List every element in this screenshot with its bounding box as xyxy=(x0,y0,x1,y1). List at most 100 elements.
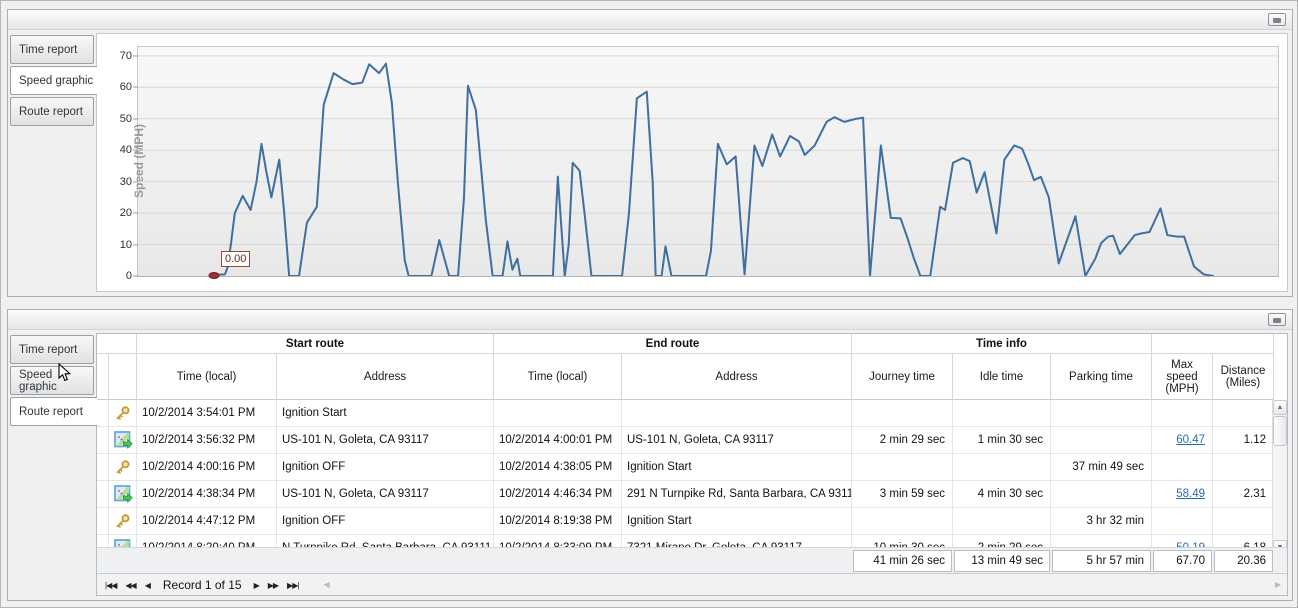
maximize-icon[interactable] xyxy=(1268,13,1286,26)
parking-time-cell xyxy=(1051,400,1152,427)
y-tick-label: 10 xyxy=(119,238,132,251)
bottom-tabstrip: Time report Speed graphic Route report xyxy=(8,331,97,600)
y-tick-mark xyxy=(133,212,138,214)
column-header-time-local-[interactable]: Time (local) xyxy=(494,354,622,400)
nav-first-icon[interactable]: |◀◀ xyxy=(105,580,117,590)
row-indicator xyxy=(97,481,109,508)
end-time-cell: 10/2/2014 4:38:05 PM xyxy=(494,454,622,481)
y-tick-mark xyxy=(133,275,138,277)
summary-value: 67.70 xyxy=(1153,550,1212,572)
journey-time-cell: 3 min 59 sec xyxy=(852,481,953,508)
row-indicator xyxy=(97,400,109,427)
tab-route-report[interactable]: Route report xyxy=(10,97,94,126)
start-address-cell: Ignition Start xyxy=(277,400,494,427)
hscroll-right-icon[interactable]: ▶ xyxy=(1274,580,1281,589)
table-row[interactable]: 10/2/2014 3:54:01 PM Ignition Start xyxy=(97,400,1272,427)
idle-time-cell xyxy=(953,508,1051,535)
grid-summary-row: 41 min 26 sec 13 min 49 sec 5 hr 57 min 67.… xyxy=(97,547,1287,573)
band-header-start-route: Start route xyxy=(137,334,494,354)
max-speed-cell xyxy=(1152,454,1213,481)
summary-empty xyxy=(109,548,137,574)
start-address-cell: US-101 N, Goleta, CA 93117 xyxy=(277,481,494,508)
tab-route-report[interactable]: Route report xyxy=(10,397,97,426)
parking-time-cell xyxy=(1051,535,1152,555)
end-time-cell: 10/2/2014 8:19:38 PM xyxy=(494,508,622,535)
band-header-time-info: Time info xyxy=(852,334,1152,354)
table-row[interactable]: 10/2/2014 4:00:16 PM Ignition OFF 10/2/201… xyxy=(97,454,1272,481)
parking-time-cell xyxy=(1051,481,1152,508)
scrollbar-thumb[interactable] xyxy=(1273,416,1287,446)
column-header-address[interactable]: Address xyxy=(622,354,852,400)
y-tick-mark xyxy=(133,244,138,246)
y-tick-label: 30 xyxy=(119,175,132,188)
column-header-idle-time[interactable]: Idle time xyxy=(953,354,1051,400)
start-address-cell: Ignition OFF xyxy=(277,508,494,535)
distance-cell xyxy=(1213,508,1272,535)
tab-speed-graphic[interactable]: Speed graphic xyxy=(10,66,97,95)
maximize-icon[interactable] xyxy=(1268,313,1286,326)
column-header-max-speed-mph-[interactable]: Max speed (MPH) xyxy=(1152,354,1213,400)
row-indicator xyxy=(97,454,109,481)
idle-time-cell xyxy=(953,400,1051,427)
table-row[interactable]: 10/2/2014 4:47:12 PM Ignition OFF 10/2/201… xyxy=(97,508,1272,535)
nav-prev-icon[interactable]: ◀ xyxy=(144,580,151,590)
journey-time-cell xyxy=(852,454,953,481)
nav-last-icon[interactable]: ▶▶| xyxy=(287,580,299,590)
max-speed-link[interactable]: 58.49 xyxy=(1176,488,1205,500)
column-header-address[interactable]: Address xyxy=(277,354,494,400)
record-counter: Record 1 of 15 xyxy=(162,577,242,592)
parking-time-cell: 3 hr 32 min xyxy=(1051,508,1152,535)
end-time-cell xyxy=(494,400,622,427)
distance-cell xyxy=(1213,400,1272,427)
idle-time-cell: 4 min 30 sec xyxy=(953,481,1051,508)
summary-value: 13 min 49 sec xyxy=(954,550,1050,572)
hscroll-left-icon[interactable]: ◀ xyxy=(323,580,330,589)
summary-value: 20.36 xyxy=(1214,550,1273,572)
nav-next-page-icon[interactable]: ▶▶ xyxy=(267,580,279,590)
journey-time-cell xyxy=(852,508,953,535)
y-tick-mark xyxy=(133,149,138,151)
table-row[interactable]: 10/2/2014 4:38:34 PM US-101 N, Goleta, CA… xyxy=(97,481,1272,508)
tab-speed-graphic[interactable]: Speed graphic xyxy=(10,366,94,395)
column-header-time-local-[interactable]: Time (local) xyxy=(137,354,277,400)
tab-time-report[interactable]: Time report xyxy=(10,35,94,64)
column-header-distance-miles-[interactable]: Distance (Miles) xyxy=(1213,354,1274,400)
column-header-parking-time[interactable]: Parking time xyxy=(1051,354,1152,400)
panel-bottom-caption xyxy=(8,310,1292,330)
row-indicator xyxy=(97,535,109,555)
y-tick-label: 50 xyxy=(119,112,132,125)
start-time-cell: 10/2/2014 4:00:16 PM xyxy=(137,454,277,481)
row-indicator xyxy=(97,427,109,454)
table-row[interactable]: 10/2/2014 3:56:32 PM US-101 N, Goleta, CA… xyxy=(97,427,1272,454)
scroll-up-icon[interactable]: ▲ xyxy=(1273,400,1287,415)
max-speed-cell: 58.49 xyxy=(1152,481,1213,508)
end-address-cell: Ignition Start xyxy=(622,454,852,481)
route-map-icon xyxy=(109,481,137,508)
vertical-scrollbar[interactable]: ▲ ▼ xyxy=(1272,400,1287,555)
route-report-grid: Start route End route Time info Time (loca… xyxy=(96,333,1288,596)
ignition-key-icon xyxy=(109,508,137,535)
end-time-cell: 10/2/2014 4:00:01 PM xyxy=(494,427,622,454)
summary-empty xyxy=(494,548,622,574)
summary-empty xyxy=(97,548,109,574)
ignition-key-icon xyxy=(109,400,137,427)
summary-value: 41 min 26 sec xyxy=(853,550,952,572)
max-speed-link[interactable]: 60.47 xyxy=(1176,434,1205,446)
idle-time-cell xyxy=(953,454,1051,481)
max-speed-cell xyxy=(1152,508,1213,535)
summary-empty xyxy=(277,548,494,574)
end-address-cell: 291 N Turnpike Rd, Santa Barbara, CA 931… xyxy=(622,481,852,508)
end-time-cell: 10/2/2014 4:46:34 PM xyxy=(494,481,622,508)
column-header-empty xyxy=(97,354,109,400)
start-time-cell: 10/2/2014 4:38:34 PM xyxy=(137,481,277,508)
ignition-key-icon xyxy=(109,454,137,481)
tab-time-report[interactable]: Time report xyxy=(10,335,94,364)
nav-next-icon[interactable]: ▶ xyxy=(253,580,260,590)
start-time-cell: 10/2/2014 4:47:12 PM xyxy=(137,508,277,535)
nav-prev-page-icon[interactable]: ◀◀ xyxy=(125,580,136,590)
column-header-journey-time[interactable]: Journey time xyxy=(852,354,953,400)
chart-plot-area: Speed (MPH) 0.00 0 10 20 30 40 50 60 70 xyxy=(120,46,1279,282)
y-tick-mark xyxy=(133,181,138,183)
grid-band-header: Start route End route Time info xyxy=(97,334,1287,354)
